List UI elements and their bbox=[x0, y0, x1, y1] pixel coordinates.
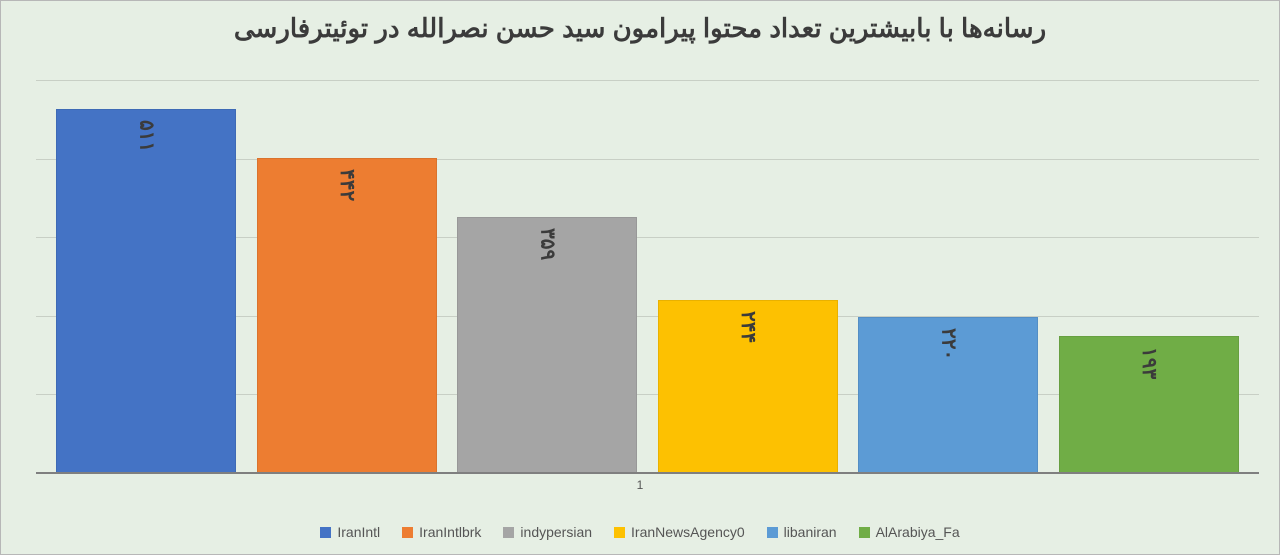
legend: IranIntl IranIntlbrk indypersian IranNewsAg… bbox=[1, 524, 1279, 540]
legend-label: IranIntl bbox=[337, 524, 380, 540]
bars-group: ۵۱۱ ۴۴۲ ۳۵۹ ۲۴۴ ۲۲۰ ۱۹۳ bbox=[36, 81, 1259, 474]
bar-indypersian: ۳۵۹ bbox=[457, 217, 637, 474]
bar-libaniran: ۲۲۰ bbox=[858, 317, 1038, 474]
bar-slot: ۲۴۴ bbox=[648, 81, 849, 474]
bar-value-label: ۱۹۳ bbox=[1137, 347, 1161, 379]
bar-value-label: ۲۲۰ bbox=[936, 328, 960, 360]
bar-slot: ۵۱۱ bbox=[46, 81, 247, 474]
bar-slot: ۱۹۳ bbox=[1049, 81, 1250, 474]
legend-item-IranIntl: IranIntl bbox=[320, 524, 380, 540]
chart-title: رسانه‌ها با بابیشترین تعداد محتوا پیرامو… bbox=[1, 13, 1279, 44]
bar-IranIntlbrk: ۴۴۲ bbox=[257, 158, 437, 474]
bar-slot: ۴۴۲ bbox=[247, 81, 448, 474]
bar-value-label: ۴۴۲ bbox=[335, 169, 359, 201]
legend-swatch bbox=[859, 527, 870, 538]
x-axis-line bbox=[36, 472, 1259, 474]
bar-value-label: ۳۵۹ bbox=[535, 228, 559, 260]
legend-item-indypersian: indypersian bbox=[503, 524, 592, 540]
bar-AlArabiya_Fa: ۱۹۳ bbox=[1059, 336, 1239, 474]
chart-container: رسانه‌ها با بابیشترین تعداد محتوا پیرامو… bbox=[0, 0, 1280, 555]
x-axis-category-label: 1 bbox=[1, 478, 1279, 492]
bar-IranIntl: ۵۱۱ bbox=[56, 109, 236, 474]
plot-area: ۵۱۱ ۴۴۲ ۳۵۹ ۲۴۴ ۲۲۰ ۱۹۳ bbox=[36, 81, 1259, 474]
legend-label: libaniran bbox=[784, 524, 837, 540]
legend-item-libaniran: libaniran bbox=[767, 524, 837, 540]
legend-label: IranNewsAgency0 bbox=[631, 524, 745, 540]
bar-value-label: ۲۴۴ bbox=[736, 311, 760, 343]
legend-item-AlArabiya_Fa: AlArabiya_Fa bbox=[859, 524, 960, 540]
legend-swatch bbox=[614, 527, 625, 538]
legend-swatch bbox=[402, 527, 413, 538]
legend-label: indypersian bbox=[520, 524, 592, 540]
legend-swatch bbox=[503, 527, 514, 538]
legend-item-IranNewsAgency0: IranNewsAgency0 bbox=[614, 524, 745, 540]
bar-value-label: ۵۱۱ bbox=[134, 120, 158, 152]
legend-swatch bbox=[320, 527, 331, 538]
legend-item-IranIntlbrk: IranIntlbrk bbox=[402, 524, 481, 540]
bar-slot: ۳۵۹ bbox=[447, 81, 648, 474]
legend-label: AlArabiya_Fa bbox=[876, 524, 960, 540]
bar-slot: ۲۲۰ bbox=[848, 81, 1049, 474]
legend-swatch bbox=[767, 527, 778, 538]
legend-label: IranIntlbrk bbox=[419, 524, 481, 540]
bar-IranNewsAgency0: ۲۴۴ bbox=[658, 300, 838, 474]
